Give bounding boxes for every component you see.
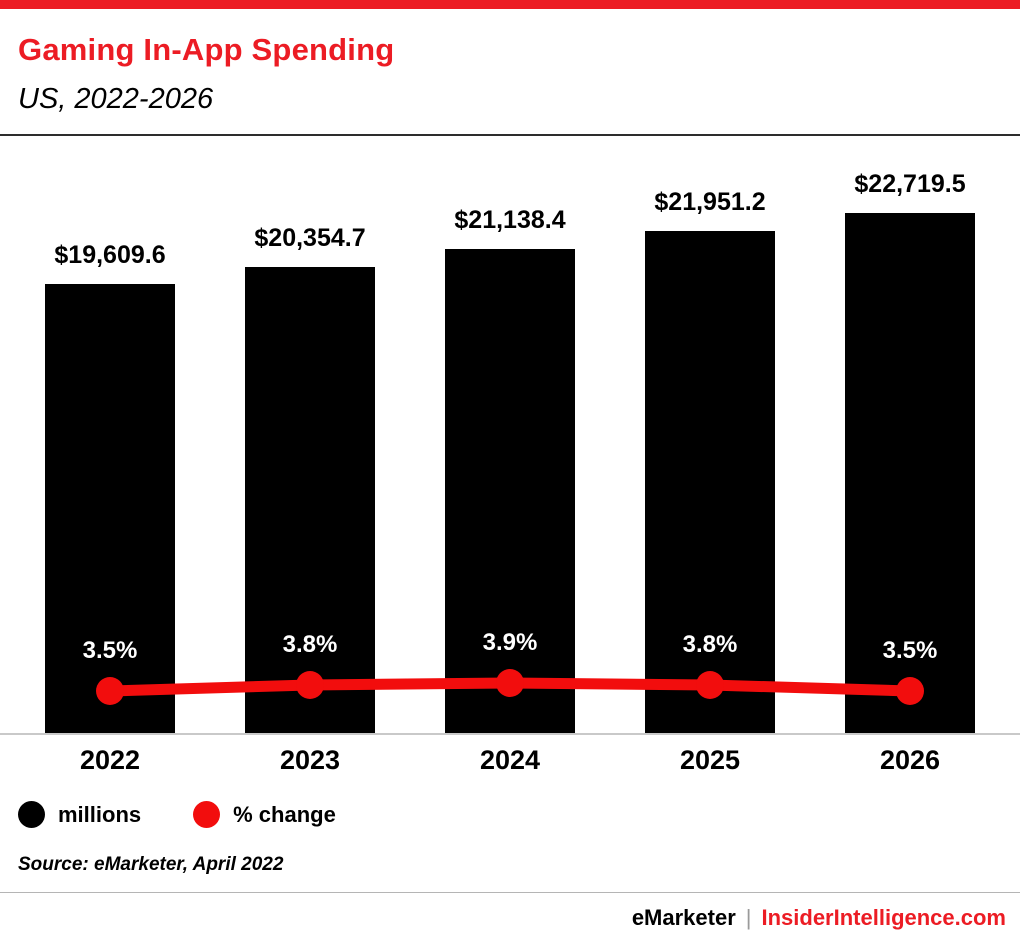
legend: millions % change bbox=[18, 801, 1020, 829]
x-tick-label: 2026 bbox=[879, 745, 941, 776]
x-tick-label: 2024 bbox=[479, 745, 541, 776]
x-tick-label: 2025 bbox=[679, 745, 741, 776]
top-accent-bar bbox=[0, 0, 1020, 9]
bar-2024 bbox=[445, 249, 575, 734]
footer: eMarketer | InsiderIntelligence.com bbox=[0, 893, 1020, 931]
x-tick-label: 2023 bbox=[279, 745, 341, 776]
line-dot bbox=[496, 669, 524, 698]
chart-subtitle: US, 2022-2026 bbox=[18, 83, 214, 116]
bar-value-label: $21,138.4 bbox=[454, 206, 566, 235]
line-dot bbox=[96, 677, 124, 706]
pct-change-line bbox=[96, 669, 924, 706]
line-dot bbox=[696, 671, 724, 700]
chart-area: $19,609.6 3.5% $20,354.7 3.8% $21,138.4 3.9% $… bbox=[0, 158, 1020, 736]
bar-2026 bbox=[845, 213, 975, 734]
header-divider bbox=[0, 134, 1020, 137]
bar-value-label: $21,951.2 bbox=[654, 187, 766, 216]
legend-swatch-millions bbox=[18, 801, 45, 829]
footer-site[interactable]: InsiderIntelligence.com bbox=[761, 905, 1006, 931]
x-tick-label: 2022 bbox=[79, 745, 141, 776]
legend-swatch-pct-change bbox=[193, 801, 221, 829]
bar-value-label: $20,354.7 bbox=[254, 224, 366, 253]
legend-item-millions: millions bbox=[18, 801, 142, 829]
bar-value-label: $22,719.5 bbox=[854, 170, 966, 199]
bar-2025 bbox=[645, 230, 775, 734]
chart-title: Gaming In-App Spending bbox=[18, 32, 395, 67]
pct-change-label: 3.8% bbox=[282, 631, 338, 659]
pct-change-label: 3.5% bbox=[882, 637, 938, 665]
footer-separator: | bbox=[745, 905, 752, 931]
source-note: Source: eMarketer, April 2022 bbox=[18, 854, 284, 876]
bar-2022 bbox=[45, 284, 175, 734]
pct-change-label: 3.9% bbox=[482, 629, 538, 657]
pct-change-label: 3.5% bbox=[82, 637, 138, 665]
footer-brand[interactable]: eMarketer bbox=[631, 905, 736, 931]
legend-label-millions: millions bbox=[58, 801, 142, 827]
footer-divider bbox=[0, 892, 1020, 894]
bar-2023 bbox=[245, 267, 375, 734]
pct-change-label: 3.8% bbox=[682, 631, 738, 659]
line-dot bbox=[896, 677, 924, 706]
bar-value-label: $19,609.6 bbox=[54, 241, 166, 270]
line-dot bbox=[296, 671, 324, 700]
legend-item-pct-change: % change bbox=[193, 801, 336, 829]
x-axis-labels: 2022 2023 2024 2025 2026 bbox=[0, 735, 1020, 783]
legend-label-pct-change: % change bbox=[233, 801, 336, 827]
